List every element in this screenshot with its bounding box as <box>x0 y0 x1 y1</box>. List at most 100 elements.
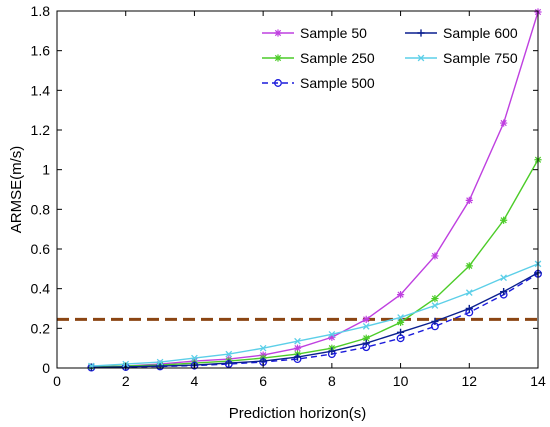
legend-item-1: Sample 250 <box>262 50 375 66</box>
data-point-4-8-shape <box>362 323 370 330</box>
y-tick-label-4: 0.8 <box>31 201 51 217</box>
legend-marker-2 <box>274 79 282 87</box>
series-line-0 <box>91 11 539 368</box>
data-point-4-7-shape <box>328 330 336 338</box>
data-point-0-10 <box>431 252 439 260</box>
data-point-0-12-shape <box>500 119 508 127</box>
y-tick-label-5: 1 <box>42 162 50 178</box>
legend-label-3: Sample 600 <box>443 25 518 41</box>
data-point-3-10 <box>431 317 439 325</box>
y-tick-label-6: 1.2 <box>31 122 51 138</box>
x-tick-label-7: 14 <box>530 373 546 389</box>
x-tick-label-3: 6 <box>259 373 267 389</box>
data-point-4-11-shape <box>465 289 473 296</box>
legend-item-4: Sample 750 <box>405 50 518 66</box>
y-tick-label-9: 1.8 <box>31 3 51 19</box>
data-point-3-8 <box>362 339 370 347</box>
x-tick-label-1: 2 <box>122 373 130 389</box>
legend-item-0: Sample 50 <box>262 25 367 41</box>
legend-item-2: Sample 500 <box>262 75 375 91</box>
data-point-0-9-shape <box>396 291 405 299</box>
data-point-3-8-shape <box>362 339 370 347</box>
data-point-0-8-shape <box>362 315 370 324</box>
data-point-3-9 <box>396 328 405 336</box>
data-point-4-4-shape <box>225 350 233 358</box>
data-point-4-2 <box>156 358 164 366</box>
y-axis-label: ARMSE(m/s) <box>8 146 25 234</box>
series-line-3 <box>91 272 539 369</box>
legend-item-3: Sample 600 <box>405 25 518 41</box>
data-point-4-3 <box>191 354 198 362</box>
legend-marker-0-shape <box>274 29 282 37</box>
y-tick-label-2: 0.4 <box>31 281 51 297</box>
data-point-0-10-shape <box>431 252 439 260</box>
x-axis-label: Prediction horizon(s) <box>229 405 367 422</box>
legend-label-0: Sample 50 <box>300 25 367 41</box>
data-point-4-12-shape <box>500 274 507 282</box>
legend-marker-1 <box>274 54 282 62</box>
data-point-1-8-shape <box>362 334 370 342</box>
data-point-1-11 <box>465 262 473 270</box>
legend-marker-3-shape <box>417 29 425 37</box>
data-point-4-4 <box>225 350 233 358</box>
data-point-1-12-shape <box>500 216 508 224</box>
data-point-0-7-shape <box>328 333 336 341</box>
data-point-4-9 <box>397 314 404 321</box>
legend: Sample 50 Sample 250 Sample 500 Sample 600 S… <box>262 25 518 91</box>
data-point-4-5 <box>259 344 267 352</box>
data-point-3-12-shape <box>500 288 508 296</box>
series-line-4 <box>91 263 539 367</box>
y-tick-label-8: 1.6 <box>31 43 51 59</box>
data-point-4-7 <box>328 330 336 338</box>
data-point-3-0 <box>87 363 95 372</box>
data-point-3-6-shape <box>293 353 302 361</box>
plot-frame <box>56 10 539 369</box>
data-point-4-5-shape <box>259 344 267 352</box>
data-point-3-11 <box>465 304 473 313</box>
series-line-1 <box>91 159 539 368</box>
data-point-1-9-shape <box>396 318 405 326</box>
series-3 <box>87 269 542 372</box>
data-point-4-2-shape <box>156 358 164 366</box>
data-point-3-9-shape <box>396 328 405 336</box>
y-tick-label-0: 0 <box>42 360 50 376</box>
data-point-1-10 <box>431 294 439 303</box>
data-point-3-6 <box>293 353 302 361</box>
x-tick-label-2: 4 <box>191 373 199 389</box>
data-point-0-11 <box>465 196 473 205</box>
legend-label-1: Sample 250 <box>300 50 375 66</box>
data-point-4-3-shape <box>191 354 198 362</box>
legend-marker-2-shape <box>274 79 282 87</box>
legend-marker-3 <box>417 29 425 37</box>
x-tick-label-5: 10 <box>393 373 409 389</box>
y-tick-label-3: 0.6 <box>31 241 51 257</box>
data-point-3-7-shape <box>328 347 336 355</box>
x-tick-label-4: 8 <box>328 373 336 389</box>
x-tick-label-0: 0 <box>53 373 61 389</box>
plot-area <box>57 8 542 372</box>
data-point-4-8 <box>362 323 370 330</box>
data-point-3-11-shape <box>465 304 473 313</box>
series-4 <box>88 260 542 370</box>
y-tick-label-7: 1.4 <box>31 82 51 98</box>
legend-marker-4 <box>417 54 425 62</box>
data-point-4-12 <box>500 274 507 282</box>
x-tick-label-6: 12 <box>461 373 477 389</box>
data-point-3-4-shape <box>225 359 233 367</box>
data-point-4-6 <box>294 337 301 345</box>
data-point-4-10 <box>431 302 439 309</box>
legend-marker-4-shape <box>417 54 425 62</box>
data-point-1-10-shape <box>431 294 439 303</box>
data-point-0-9 <box>396 291 405 299</box>
data-point-3-7 <box>328 347 336 355</box>
data-point-1-9 <box>396 318 405 326</box>
data-point-3-0-shape <box>87 363 95 372</box>
data-point-0-12 <box>500 119 508 127</box>
data-point-0-6 <box>293 344 302 352</box>
legend-label-4: Sample 750 <box>443 50 518 66</box>
legend-marker-0 <box>274 29 282 37</box>
legend-label-2: Sample 500 <box>300 75 375 91</box>
data-point-3-10-shape <box>431 317 439 325</box>
axes: 0 2 4 6 8 10 12 14 0 0.2 0.4 0.6 0.8 1 1.2 1.4 1.6 1.8 Pre… <box>8 3 546 422</box>
